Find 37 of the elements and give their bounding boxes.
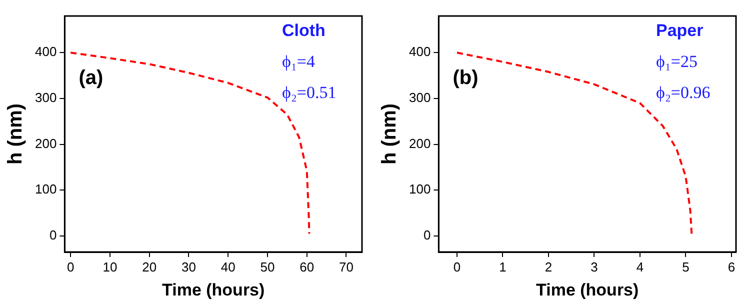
x-axis-title: Time (hours) <box>536 280 639 300</box>
x-tick-label: 40 <box>220 259 236 274</box>
x-tick-label: 20 <box>142 259 157 274</box>
annotation: ϕ₁=25 <box>656 52 698 71</box>
y-tick-label: 200 <box>408 136 431 151</box>
x-axis-title: Time (hours) <box>162 280 265 300</box>
y-tick-label: 0 <box>49 228 57 243</box>
x-tick-label: 2 <box>544 259 552 274</box>
annotation: Cloth <box>282 21 326 40</box>
annotation: ϕ₂=0.51 <box>282 83 336 102</box>
annotation: ϕ₂=0.96 <box>656 83 710 102</box>
y-axis-title: h (nm) <box>378 103 401 165</box>
x-tick-label: 3 <box>590 259 598 274</box>
annotation: (b) <box>452 67 478 89</box>
x-tick-label: 1 <box>499 259 506 274</box>
x-tick-label: 50 <box>260 259 275 274</box>
annotation: ϕ₁=4 <box>282 52 316 71</box>
y-tick-label: 300 <box>408 90 431 106</box>
annotation: Paper <box>656 21 704 40</box>
x-tick-label: 60 <box>300 259 314 274</box>
x-tick-label: 10 <box>102 259 118 274</box>
y-tick-label: 400 <box>408 44 431 60</box>
x-tick-label: 0 <box>66 259 74 274</box>
y-tick-label: 300 <box>34 90 57 106</box>
x-tick-label: 6 <box>728 259 736 274</box>
x-tick-label: 30 <box>182 259 196 274</box>
y-axis-title: h (nm) <box>4 103 27 165</box>
y-tick-label: 100 <box>34 182 57 197</box>
annotation: (a) <box>78 67 104 89</box>
x-tick-label: 0 <box>453 259 461 274</box>
x-tick-label: 4 <box>636 259 644 274</box>
y-tick-label: 0 <box>423 228 431 243</box>
y-tick-label: 100 <box>408 182 431 197</box>
x-tick-label: 5 <box>682 259 690 274</box>
y-tick-label: 200 <box>34 136 57 151</box>
y-tick-label: 400 <box>34 44 57 60</box>
x-tick-label: 70 <box>339 259 354 274</box>
